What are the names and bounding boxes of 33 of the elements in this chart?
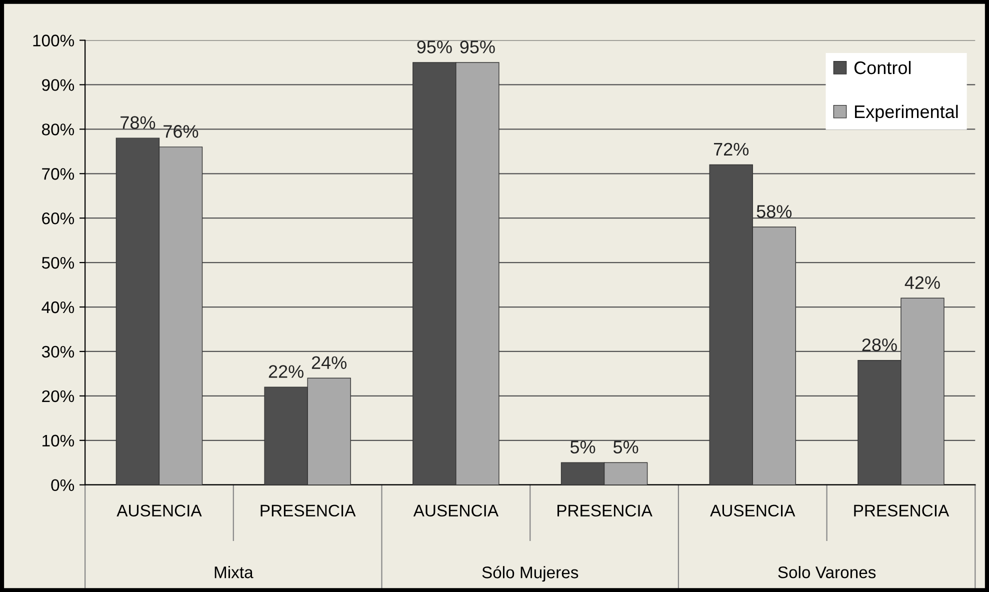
y-tick-label: 40%: [42, 301, 74, 314]
y-tick-label: 90%: [42, 79, 74, 91]
data-label: 5%: [613, 440, 638, 454]
y-tick-label: 0%: [51, 479, 74, 492]
legend-label: Experimental: [855, 104, 958, 122]
data-label: 95%: [417, 40, 452, 54]
y-tick-label: 30%: [42, 346, 74, 358]
data-label: 24%: [312, 356, 347, 369]
y-tick-label: 70%: [42, 168, 74, 180]
data-label: 22%: [268, 365, 304, 378]
text: Sólo Mujeres: [482, 566, 578, 582]
x-tick-label: PRESENCIA: [854, 504, 950, 517]
data-label: 42%: [904, 276, 940, 289]
data-label: 78%: [120, 116, 156, 129]
y-tick-label: 10%: [42, 434, 74, 447]
data-label: 5%: [570, 440, 596, 454]
y-tick-label: 60%: [42, 212, 74, 224]
y-tick-label: 80%: [42, 124, 74, 136]
data-label: 95%: [460, 40, 495, 54]
legend-label: Control: [854, 60, 911, 74]
data-label: 28%: [862, 338, 897, 352]
y-tick-label: 20%: [42, 390, 74, 402]
text: Mixta: [214, 566, 254, 578]
x-tick-label: PRESENCIA: [260, 504, 356, 517]
y-tick-label: 50%: [42, 256, 74, 269]
x-tick-label: AUSENCIA: [116, 504, 202, 517]
data-label: 58%: [756, 205, 792, 218]
text: Solo Varones: [778, 566, 876, 578]
x-tick-label: AUSENCIA: [413, 504, 498, 517]
data-label: 72%: [714, 142, 749, 156]
x-tick-label: PRESENCIA: [557, 504, 652, 517]
x-tick-label: AUSENCIA: [710, 504, 796, 517]
y-tick-label: 100%: [33, 34, 74, 46]
